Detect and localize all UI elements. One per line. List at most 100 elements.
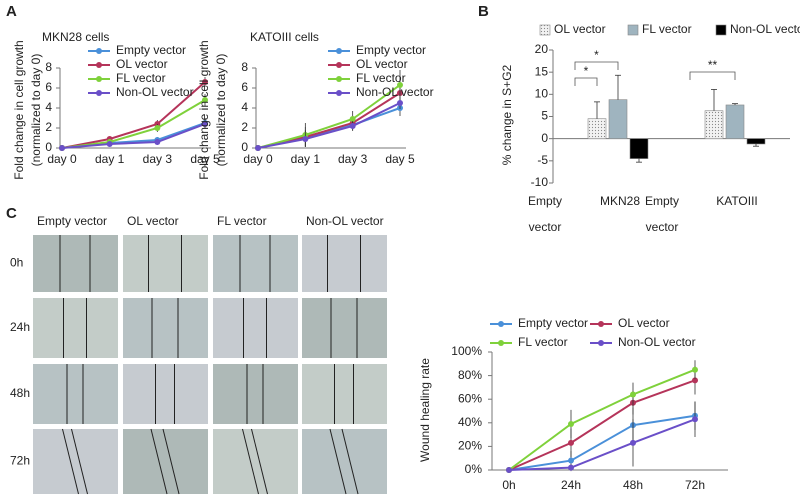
significance-label: * [584,64,589,78]
chart-title: KATOIII cells [250,30,319,44]
image-column-label: OL vector [127,214,179,228]
legend-label: OL vector [356,57,408,71]
bar [587,118,607,139]
y-axis-label: Fold change in cell growth [12,40,26,179]
wound-edge [162,428,180,495]
legend-label: Non-OL vector [730,22,800,36]
significance-bracket [689,71,736,80]
reference-label: vector [529,220,562,234]
legend-label: Empty vector [518,316,588,330]
wound-edge [341,428,359,495]
data-point [397,82,403,88]
legend-marker [598,321,604,327]
significance-label: ** [708,58,718,72]
data-point [568,457,574,464]
wound-edge [71,428,88,495]
wound-edge [251,428,268,495]
bar [704,110,724,139]
legend-label: Empty vector [116,43,186,57]
y-tick-label: -5 [537,153,548,167]
legend-marker [336,90,342,96]
microscopy-image [213,364,298,424]
data-point [349,123,356,129]
microscopy-image [33,235,118,292]
y-axis-label: Wound healing rate [418,358,432,462]
x-tick-label: day 3 [143,152,173,166]
microscopy-image [33,298,118,358]
x-tick-label: 72h [685,478,705,492]
y-tick-label: 5 [541,109,548,123]
y-tick-label: 0% [465,462,483,476]
x-tick-label: 48h [623,478,643,492]
microscopy-image [302,235,387,292]
y-tick-label: 40% [458,415,482,429]
data-point [397,100,403,106]
data-point [630,391,636,398]
data-point [568,420,574,427]
data-point [506,467,512,473]
x-tick-label: day 0 [47,152,77,166]
data-point [568,439,574,446]
microscopy-image [33,364,118,424]
panel-label: A [6,3,17,20]
legend-swatch [715,24,727,36]
microscopy-image [302,364,387,424]
image-column-label: Non-OL vector [306,214,384,228]
data-point [154,139,161,145]
series-line [508,414,696,471]
x-tick-label: 24h [561,478,581,492]
legend-marker [96,76,102,82]
reference-label: Empty [645,194,679,208]
legend-label: Non-OL vector [116,85,194,99]
microscopy-image [33,429,118,494]
reference-label: Empty [528,194,562,208]
legend-label: OL vector [116,57,168,71]
y-tick-label: 6 [45,80,52,94]
legend-label: FL vector [116,71,166,85]
legend-marker [336,76,342,82]
series-line [61,123,206,149]
series-line [257,84,401,149]
y-tick-label: 20% [458,439,482,453]
y-tick-label: 0 [541,131,548,145]
y-tick-label: 8 [45,60,52,74]
y-tick-label: 0 [45,140,52,154]
y-tick-label: 80% [458,368,482,382]
y-tick-label: 10 [535,87,549,101]
microscopy-image [123,235,208,292]
microscopy-image [123,364,208,424]
y-tick-label: 4 [241,100,248,114]
legend-label: OL vector [554,22,606,36]
wound-edge [150,428,168,495]
panel-label: B [478,3,489,20]
data-point [692,377,698,384]
x-tick-label: MKN28 [600,194,640,208]
significance-bracket [574,61,619,70]
significance-bracket [574,77,598,86]
y-axis-label: Fold change in cell growth [197,40,211,179]
data-point [59,145,65,151]
y-tick-label: 20 [535,42,549,56]
image-row-label: 24h [10,320,30,334]
data-point [202,97,208,103]
legend-label: OL vector [618,316,670,330]
image-column-label: FL vector [217,214,267,228]
bar [629,138,649,159]
y-tick-label: 60% [458,391,482,405]
legend-marker [336,62,342,68]
x-tick-label: KATOIII [716,194,758,208]
panel-label: C [6,205,17,222]
data-point [692,366,698,373]
legend-label: FL vector [356,71,406,85]
legend-label: FL vector [518,335,568,349]
y-tick-label: 15 [535,64,549,78]
series-line [508,379,696,471]
legend-marker [498,340,504,346]
image-row-label: 48h [10,386,30,400]
x-tick-label: 0h [502,478,515,492]
image-row-label: 72h [10,454,30,468]
microscopy-image [123,298,208,358]
data-point [255,145,261,151]
microscopy-image [213,235,298,292]
